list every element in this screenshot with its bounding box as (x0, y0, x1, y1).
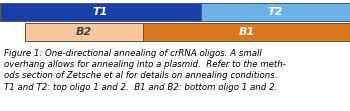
Bar (143, 23, 350, 41)
Text: T1: T1 (93, 7, 108, 17)
Bar (201, 3, 350, 21)
Text: Figure 1: One-directional annealing of crRNA oligos. A small
overhang allows for: Figure 1: One-directional annealing of c… (4, 49, 285, 92)
Text: B2: B2 (76, 27, 92, 37)
Bar (25, 23, 143, 41)
Bar (0, 3, 201, 21)
Text: T2: T2 (268, 7, 283, 17)
Text: B1: B1 (239, 27, 255, 37)
